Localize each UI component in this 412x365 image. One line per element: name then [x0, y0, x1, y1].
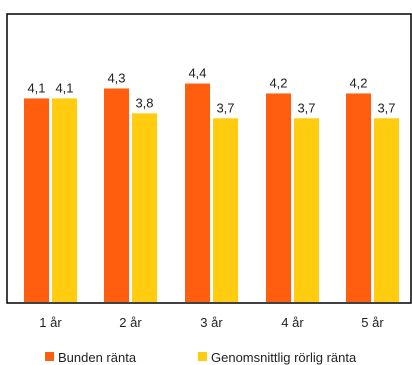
legend-swatch-1 [198, 352, 207, 361]
x-tick-label-3: 4 år [281, 315, 304, 330]
value-label-0-3: 4,2 [269, 75, 287, 90]
value-label-0-0: 4,1 [27, 80, 45, 95]
x-tick-label-1: 2 år [119, 315, 142, 330]
value-label-1-1: 3,8 [135, 95, 153, 110]
value-label-1-3: 3,7 [297, 100, 315, 115]
value-label-1-4: 3,7 [377, 100, 395, 115]
bar-0-0 [24, 98, 49, 303]
bar-0-2 [185, 83, 210, 302]
legend-label-1: Genomsnittlig rörlig ränta [211, 350, 357, 365]
plot-frame [6, 13, 412, 304]
bar-0-1 [104, 88, 129, 302]
x-tick-label-4: 5 år [361, 315, 384, 330]
legend: Bunden ränta Genomsnittlig rörlig ränta [45, 350, 357, 365]
bar-0-3 [266, 93, 291, 302]
bar-1-0 [52, 98, 77, 303]
bars-group [24, 83, 399, 303]
x-axis-ticks: 1 år 2 år 3 år 4 år 5 år [39, 315, 384, 330]
value-label-0-2: 4,4 [188, 66, 206, 81]
bar-1-2 [213, 118, 238, 302]
bar-0-4 [346, 93, 371, 302]
bar-1-4 [374, 118, 399, 302]
x-tick-label-2: 3 år [200, 315, 223, 330]
legend-label-0: Bunden ränta [58, 350, 137, 365]
x-tick-label-0: 1 år [39, 315, 62, 330]
value-label-1-2: 3,7 [216, 100, 234, 115]
legend-swatch-0 [45, 352, 54, 361]
bar-1-1 [132, 113, 157, 302]
value-label-0-1: 4,3 [107, 70, 125, 85]
value-labels-group: 4,1 4,1 4,3 3,8 4,4 3,7 4,2 3,7 4,2 3,7 [27, 66, 395, 116]
bar-1-3 [294, 118, 319, 302]
value-label-0-4: 4,2 [349, 75, 367, 90]
value-label-1-0: 4,1 [55, 80, 73, 95]
